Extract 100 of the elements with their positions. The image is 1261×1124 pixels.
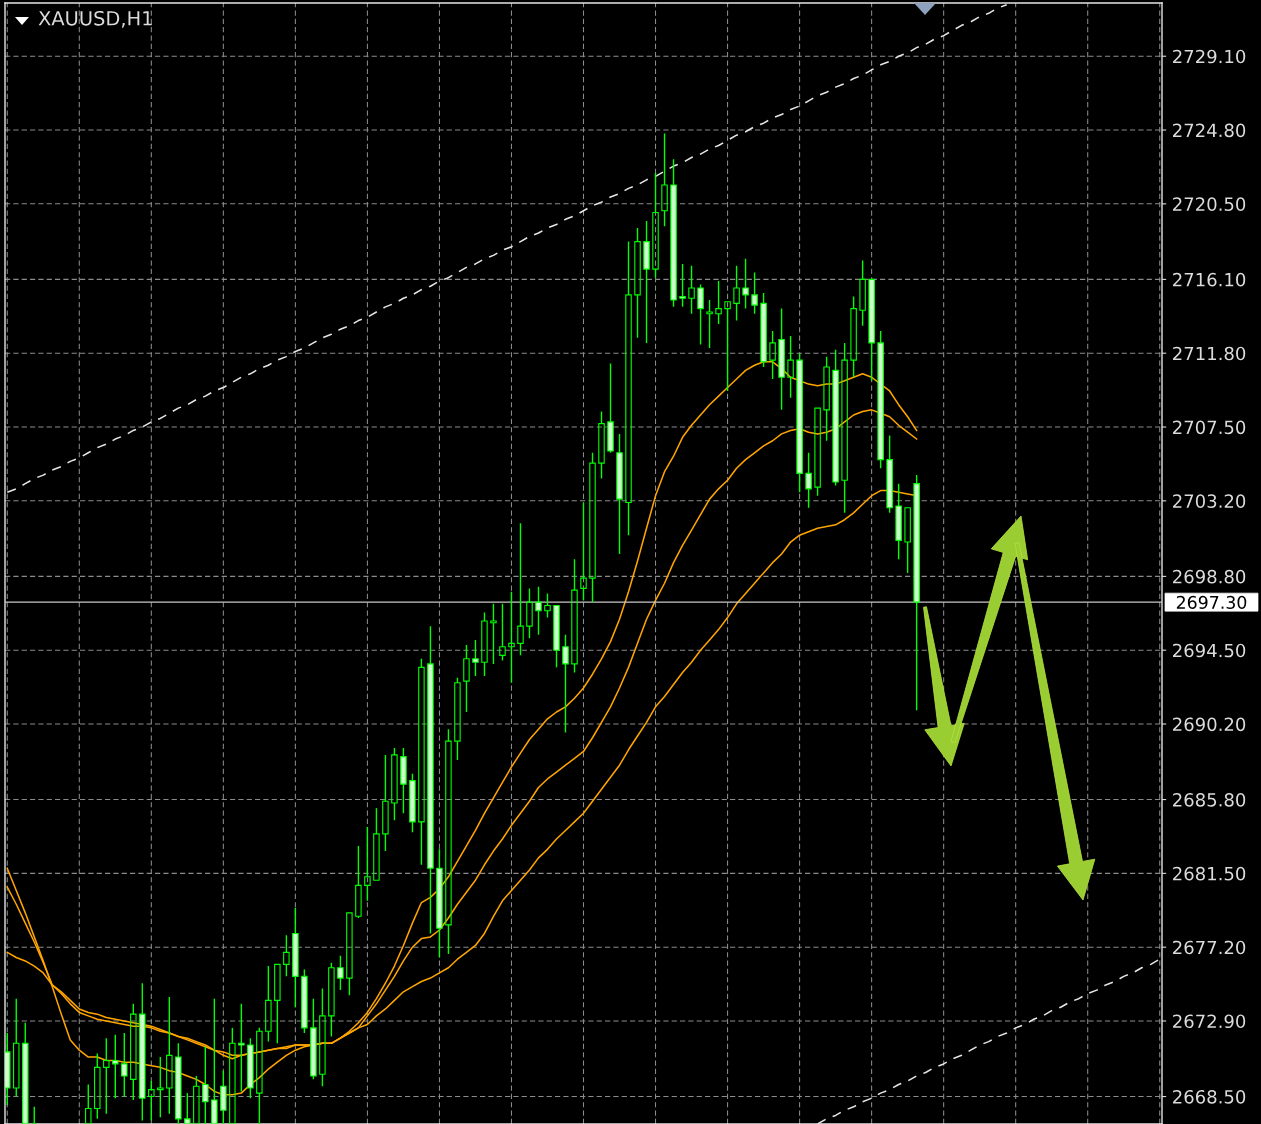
candlestick [886, 434, 893, 514]
candlestick [499, 603, 506, 662]
y-tick-label: 2711.80 [1173, 346, 1246, 361]
candlestick [778, 307, 785, 411]
candlestick [877, 330, 884, 469]
candlestick [175, 1042, 182, 1124]
candlestick [319, 987, 326, 1087]
y-tick-label: 2707.50 [1173, 420, 1246, 435]
candlestick [796, 352, 803, 493]
candlestick [535, 585, 542, 636]
candlestick [166, 996, 173, 1115]
candlestick [715, 280, 722, 325]
candlestick [544, 592, 551, 619]
y-tick-label: 2716.10 [1173, 272, 1246, 287]
y-tick-label: 2685.80 [1173, 793, 1246, 807]
candlestick [490, 603, 497, 665]
candlestick [823, 355, 830, 442]
candlestick [400, 747, 407, 814]
candlestick [724, 301, 731, 392]
candlestick [85, 1083, 92, 1124]
candlestick [697, 283, 704, 346]
candlestick [211, 997, 218, 1124]
candlestick [445, 728, 452, 955]
y-tick-label: 2698.80 [1173, 569, 1246, 584]
candlestick [625, 240, 632, 536]
candlestick [427, 625, 434, 935]
y-tick-label: 2672.90 [1173, 1014, 1246, 1029]
y-tick-label: 2694.50 [1173, 643, 1246, 658]
candlestick [5, 1032, 11, 1106]
candlestick [436, 848, 443, 959]
chart-title: XAUUSD,H1 [38, 10, 152, 28]
y-tick-label: 2677.20 [1173, 940, 1246, 955]
candlestick [787, 335, 794, 399]
candlestick [643, 220, 650, 344]
candlestick [706, 299, 713, 349]
candlestick [283, 934, 290, 978]
candlestick [598, 410, 605, 480]
candlestick [733, 264, 740, 322]
candlestick [418, 658, 425, 866]
candlestick [607, 362, 614, 454]
candlestick [328, 961, 335, 1038]
candlestick [751, 271, 758, 315]
candlestick [517, 522, 524, 657]
candlestick [652, 172, 659, 279]
candlestick [292, 907, 299, 1008]
candlestick [12, 997, 20, 1098]
candlestick [373, 807, 380, 881]
candlestick [805, 452, 812, 509]
candlestick [742, 258, 749, 310]
ref-line-label: 2697.30 [1176, 595, 1247, 609]
candlestick [895, 482, 902, 560]
y-tick-label: 2690.20 [1173, 717, 1246, 732]
candlestick [157, 1056, 164, 1118]
candlestick [868, 278, 875, 382]
candlestick [238, 1003, 245, 1093]
candlestick [589, 452, 596, 603]
candlestick [679, 263, 686, 308]
candlestick [94, 1052, 101, 1120]
candlestick [391, 747, 398, 821]
candlestick [832, 349, 839, 487]
candlestick [562, 634, 569, 734]
candlestick [463, 644, 470, 713]
candlestick [769, 330, 776, 380]
candlestick [913, 474, 920, 711]
candlestick [454, 676, 461, 761]
candlestick [355, 845, 362, 919]
candlestick [382, 754, 389, 852]
candlestick [526, 587, 533, 639]
candlestick [859, 259, 866, 327]
candlestick [841, 342, 848, 514]
candlestick [661, 132, 668, 227]
candlestick [112, 1034, 119, 1099]
candlestick [670, 158, 677, 308]
candlestick [103, 1037, 110, 1115]
candlestick [508, 591, 515, 684]
candlestick [139, 982, 146, 1122]
candlestick [256, 1027, 263, 1124]
candlestick [121, 1032, 128, 1098]
candlestick [220, 1070, 227, 1124]
candlestick [274, 963, 281, 1045]
candlestick [184, 1092, 191, 1124]
candlestick [571, 558, 578, 674]
y-tick-label: 2703.20 [1173, 494, 1246, 508]
candlestick [688, 264, 695, 315]
candlestick [634, 227, 641, 339]
candlestick [364, 826, 371, 902]
candlestick [580, 501, 587, 602]
candlestick [337, 955, 344, 991]
candlestick [904, 507, 911, 574]
candlestick [616, 433, 623, 555]
candlestick [481, 611, 488, 677]
y-tick-label: 2729.10 [1173, 49, 1246, 64]
candlestick [472, 639, 479, 677]
y-tick-label: 2720.50 [1173, 197, 1246, 211]
y-tick-label: 2668.50 [1173, 1089, 1246, 1104]
candlestick [265, 965, 272, 1043]
candlestick [148, 1080, 155, 1122]
y-tick-label: 2724.80 [1173, 123, 1246, 138]
candlestick [310, 997, 317, 1081]
candlestick [202, 1046, 209, 1124]
